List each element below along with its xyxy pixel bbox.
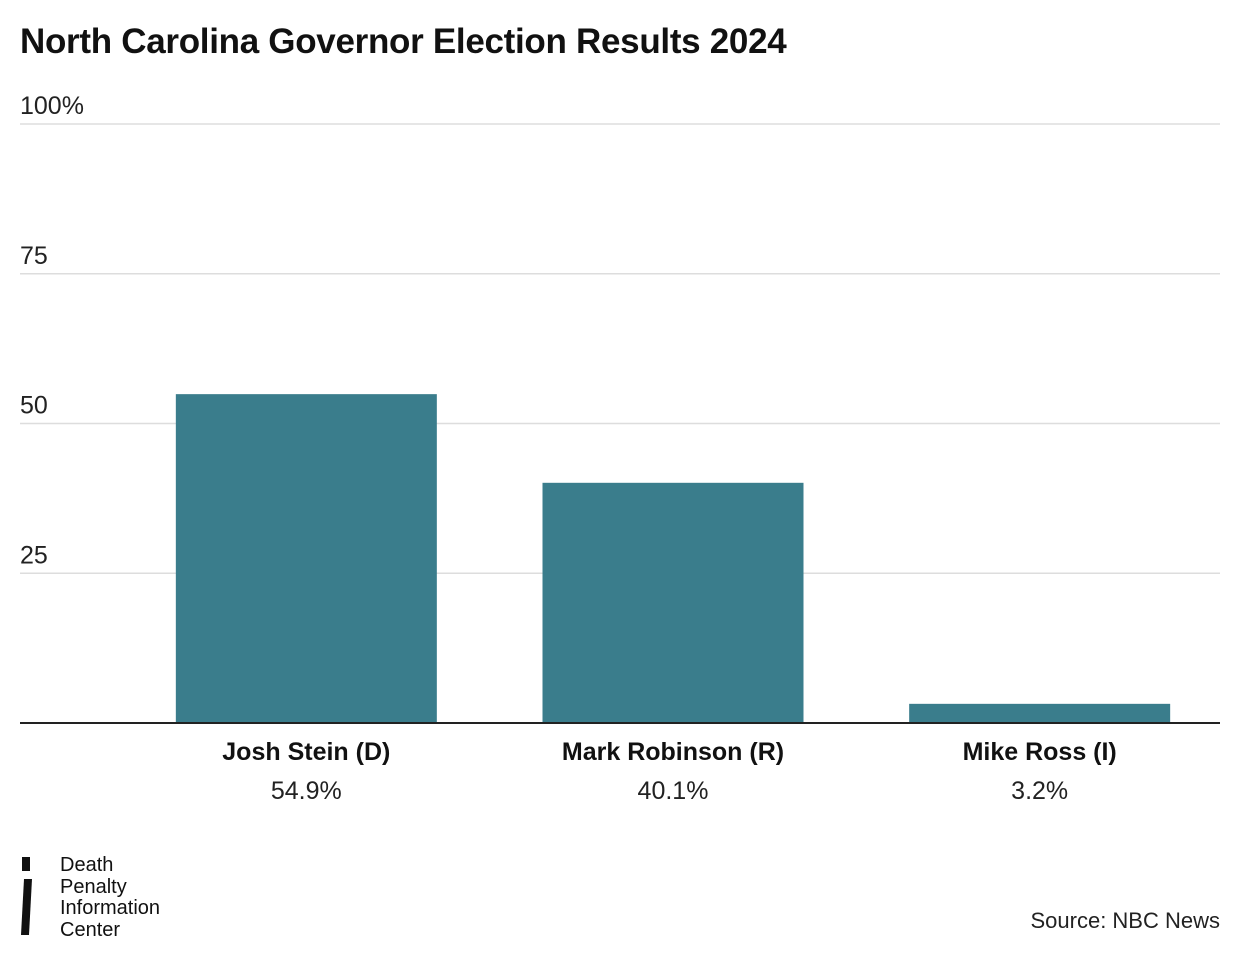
category-label: Mark Robinson (R)	[562, 738, 784, 766]
dpic-logo: Death Penalty Information Center	[20, 854, 220, 941]
value-label: 3.2%	[1011, 777, 1068, 805]
chart-title: North Carolina Governor Election Results…	[20, 22, 787, 61]
y-axis-tick-labels: 25 50 75 100%	[20, 92, 84, 569]
bar-chart: 25 50 75 100% Josh Stein (D) Mark Robinson (…	[20, 92, 1220, 805]
y-tick-label: 100%	[20, 92, 84, 120]
value-labels: 54.9% 40.1% 3.2%	[271, 777, 1068, 805]
logo-line-information: Information	[60, 897, 161, 919]
category-labels: Josh Stein (D) Mark Robinson (R) Mike Ross…	[222, 738, 1116, 766]
logo-wordmark: Death Penalty Information Center	[60, 854, 161, 941]
y-tick-label: 50	[20, 392, 48, 420]
value-label: 54.9%	[271, 777, 342, 805]
logo-line-center: Center	[60, 918, 121, 941]
logo-mark-icon	[21, 857, 32, 935]
bar-1	[175, 394, 437, 723]
y-tick-label: 25	[20, 541, 48, 569]
category-label: Josh Stein (D)	[222, 738, 390, 766]
bar-3	[909, 703, 1171, 723]
logo-line-penalty: Penalty	[60, 875, 127, 898]
logo-line-death: Death	[60, 854, 114, 876]
category-label: Mike Ross (I)	[963, 738, 1117, 766]
bar-2	[542, 482, 804, 723]
source-note: Source: NBC News	[1030, 908, 1220, 933]
value-label: 40.1%	[638, 777, 709, 805]
bars	[175, 394, 1171, 723]
y-tick-label: 75	[20, 242, 48, 270]
